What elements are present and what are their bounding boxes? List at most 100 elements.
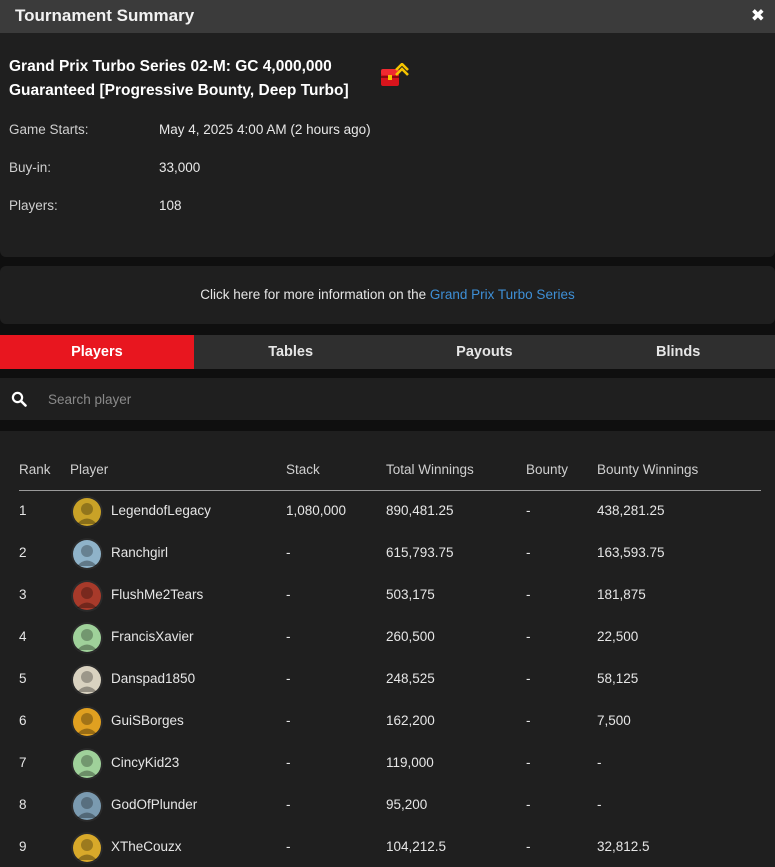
header-player[interactable]: Player — [70, 462, 109, 477]
bounty-cell: - — [526, 671, 531, 686]
table-row[interactable]: 7 CincyKid23 - 119,000 - - — [19, 743, 761, 785]
close-icon[interactable]: ✖ — [750, 6, 765, 25]
table-row[interactable]: 5 Danspad1850 - 248,525 - 58,125 — [19, 659, 761, 701]
stack-cell: - — [286, 755, 291, 770]
avatar[interactable] — [71, 832, 103, 864]
bounty-winnings-cell: 163,593.75 — [597, 545, 665, 560]
rank-cell: 5 — [19, 671, 27, 686]
bounty-winnings-cell: - — [597, 755, 602, 770]
rank-cell: 6 — [19, 713, 27, 728]
table-row[interactable]: 6 GuiSBorges - 162,200 - 7,500 — [19, 701, 761, 743]
window-title: Tournament Summary — [15, 6, 195, 25]
table-header: Rank Player Stack Total Winnings Bounty … — [19, 451, 761, 491]
total-winnings-cell: 162,200 — [386, 713, 435, 728]
bounty-cell: - — [526, 545, 531, 560]
total-winnings-cell: 95,200 — [386, 797, 428, 812]
series-info-text: Click here for more information on the G… — [0, 287, 775, 302]
header-bounty-winnings[interactable]: Bounty Winnings — [597, 462, 699, 477]
rank-cell: 8 — [19, 797, 27, 812]
info-label: Buy-in: — [9, 160, 52, 175]
player-name[interactable]: CincyKid23 — [111, 755, 180, 770]
table-row[interactable]: 9 XTheCouzx - 104,212.5 - 32,812.5 — [19, 827, 761, 867]
series-info-prefix: Click here for more information on the — [200, 287, 430, 302]
total-winnings-cell: 119,000 — [386, 755, 434, 770]
player-name[interactable]: GodOfPlunder — [111, 797, 198, 812]
bounty-winnings-cell: 22,500 — [597, 629, 639, 644]
tab-payouts[interactable]: Payouts — [456, 344, 513, 360]
header-stack[interactable]: Stack — [286, 462, 320, 477]
tab-blinds[interactable]: Blinds — [655, 344, 701, 360]
total-winnings-cell: 890,481.25 — [386, 503, 454, 518]
info-value: May 4, 2025 4:00 AM (2 hours ago) — [159, 122, 371, 137]
bounty-winnings-cell: 181,875 — [597, 587, 646, 602]
player-name[interactable]: Ranchgirl — [111, 545, 169, 560]
avatar[interactable] — [71, 790, 103, 822]
avatar[interactable] — [71, 538, 103, 570]
avatar[interactable] — [71, 622, 103, 654]
player-name[interactable]: FlushMe2Tears — [111, 587, 204, 602]
total-winnings-cell: 260,500 — [386, 629, 435, 644]
avatar[interactable] — [71, 748, 103, 780]
rank-cell: 3 — [19, 587, 27, 602]
info-value: 33,000 — [159, 160, 201, 175]
rank-cell: 2 — [19, 545, 27, 560]
avatar[interactable] — [71, 664, 103, 696]
stack-cell: 1,080,000 — [286, 503, 347, 518]
table-row[interactable]: 3 FlushMe2Tears - 503,175 - 181,875 — [19, 575, 761, 617]
table-row[interactable]: 2 Ranchgirl - 615,793.75 - 163,593.75 — [19, 533, 761, 575]
stack-cell: - — [286, 839, 291, 854]
player-name[interactable]: XTheCouzx — [111, 839, 182, 854]
info-value: 108 — [159, 198, 182, 213]
tab-players[interactable]: Players — [0, 335, 194, 369]
bounty-cell: - — [526, 503, 531, 518]
player-name[interactable]: GuiSBorges — [111, 713, 184, 728]
tournament-info-card: Grand Prix Turbo Series 02-M: GC 4,000,0… — [0, 33, 775, 257]
stack-cell: - — [286, 587, 291, 602]
rank-cell: 1 — [19, 503, 27, 518]
avatar[interactable] — [71, 706, 103, 738]
avatar[interactable] — [71, 496, 103, 528]
search-player-input[interactable] — [40, 384, 740, 414]
bounty-cell: - — [526, 755, 531, 770]
rank-cell: 4 — [19, 629, 27, 644]
stack-cell: - — [286, 629, 291, 644]
rank-cell: 9 — [19, 839, 27, 854]
search-icon — [11, 391, 27, 407]
player-name[interactable]: Danspad1850 — [111, 671, 196, 686]
tab-bar: Players Tables Payouts Blinds — [0, 335, 775, 369]
avatar[interactable] — [71, 580, 103, 612]
bounty-cell: - — [526, 713, 531, 728]
title-bar: Tournament Summary ✖ — [0, 0, 775, 33]
series-info-link[interactable]: Grand Prix Turbo Series — [429, 287, 575, 302]
series-info-banner: Click here for more information on the G… — [0, 266, 775, 324]
stack-cell: - — [286, 671, 291, 686]
bounty-winnings-cell: 7,500 — [597, 713, 631, 728]
table-row[interactable]: 4 FrancisXavier - 260,500 - 22,500 — [19, 617, 761, 659]
total-winnings-cell: 503,175 — [386, 587, 435, 602]
table-row[interactable]: 1 LegendofLegacy 1,080,000 890,481.25 - 438,2… — [19, 491, 761, 533]
header-bounty[interactable]: Bounty — [526, 462, 569, 477]
player-name[interactable]: LegendofLegacy — [111, 503, 211, 518]
header-rank[interactable]: Rank — [19, 462, 51, 477]
tournament-name: Grand Prix Turbo Series 02-M: GC 4,000,0… — [9, 58, 349, 99]
info-label: Game Starts: — [9, 122, 89, 137]
tab-tables[interactable]: Tables — [268, 344, 314, 360]
table-row[interactable]: 8 GodOfPlunder - 95,200 - - — [19, 785, 761, 827]
rank-cell: 7 — [19, 755, 27, 770]
bounty-cell: - — [526, 629, 531, 644]
bounty-winnings-cell: 32,812.5 — [597, 839, 650, 854]
total-winnings-cell: 104,212.5 — [386, 839, 447, 854]
players-table: Rank Player Stack Total Winnings Bounty … — [0, 431, 775, 867]
info-label: Players: — [9, 198, 58, 213]
header-total-winnings[interactable]: Total Winnings — [386, 462, 474, 477]
progressive-bounty-chest-icon — [381, 63, 409, 86]
bounty-cell: - — [526, 839, 531, 854]
player-name[interactable]: FrancisXavier — [111, 629, 194, 644]
stack-cell: - — [286, 545, 291, 560]
search-bar — [0, 378, 775, 420]
bounty-winnings-cell: - — [597, 797, 602, 812]
stack-cell: - — [286, 797, 291, 812]
bounty-cell: - — [526, 797, 531, 812]
stack-cell: - — [286, 713, 291, 728]
bounty-cell: - — [526, 587, 531, 602]
